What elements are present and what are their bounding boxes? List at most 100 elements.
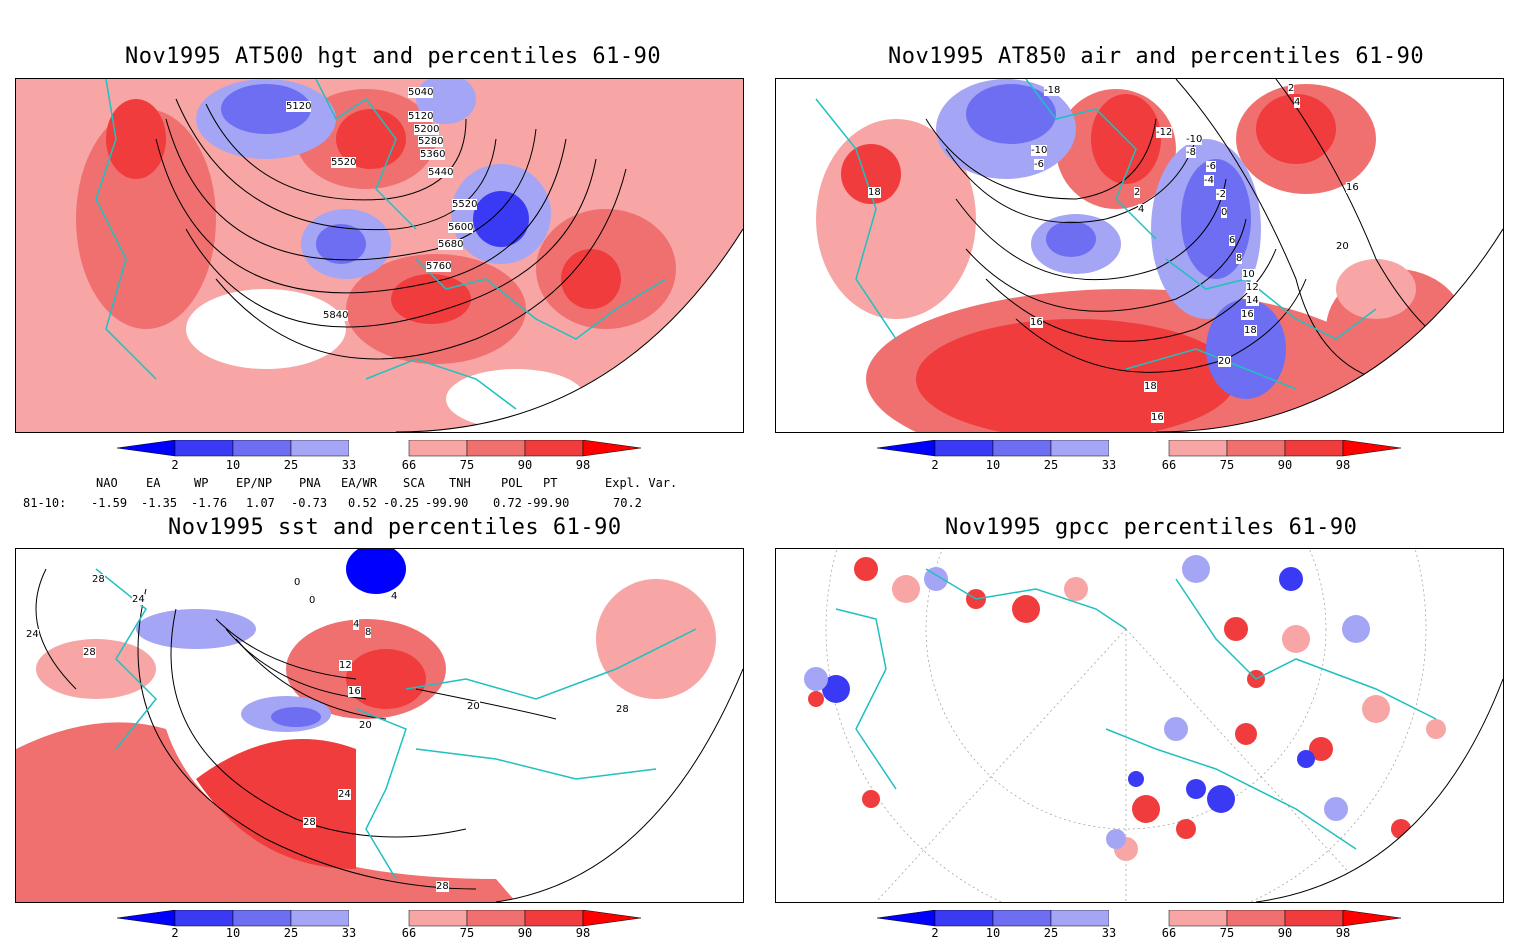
- colorbar-label: 98: [1335, 926, 1351, 940]
- colorbar-label: 10: [985, 926, 1001, 940]
- contour-label: 18: [868, 187, 881, 198]
- contour-label: 5360: [420, 149, 446, 160]
- panel-title-sst: Nov1995 sst and percentiles 61-90: [168, 515, 622, 540]
- contour-label: 28: [616, 704, 629, 715]
- contour-label: -2: [1216, 189, 1226, 200]
- index-value: -99.90: [425, 496, 469, 510]
- contour-label: 4: [1138, 204, 1145, 215]
- index-value: -99.90: [526, 496, 570, 510]
- panel-title-gpcc: Nov1995 gpcc percentiles 61-90: [945, 515, 1358, 540]
- colorbar-label: 75: [1219, 926, 1235, 940]
- colorbar-label: 10: [985, 458, 1001, 472]
- contour-label: 5120: [286, 101, 312, 112]
- index-header: SCA: [403, 476, 425, 490]
- contour-label: 2: [1134, 187, 1141, 198]
- contour-label: 8: [365, 627, 372, 638]
- contour-label: 18: [1144, 381, 1157, 392]
- index-value: -1.35: [141, 496, 178, 510]
- index-row-label: 81-10:: [23, 496, 67, 510]
- contour-label: 5600: [448, 222, 474, 233]
- contour-label: 5680: [438, 239, 464, 250]
- colorbar-label: 66: [401, 458, 417, 472]
- index-value: 1.07: [246, 496, 275, 510]
- index-value: 70.2: [613, 496, 642, 510]
- contour-label: -4: [1204, 175, 1214, 186]
- indices-value-row: 81-10: -1.59 -1.35 -1.76 1.07 -0.73 0.52…: [0, 496, 760, 512]
- contour-label: 4: [391, 591, 398, 602]
- contour-label: 16: [1346, 182, 1359, 193]
- panel-title-air850: Nov1995 AT850 air and percentiles 61-90: [888, 44, 1425, 69]
- contour-label: -10: [1186, 134, 1203, 145]
- contour-label: 16: [1151, 412, 1164, 423]
- index-header: PT: [543, 476, 558, 490]
- colorbar-label: 2: [931, 926, 939, 940]
- colorbar-label: 66: [1161, 926, 1177, 940]
- colorbar-air850: 2 10 25 33 66 75 90 98: [876, 439, 1402, 472]
- colorbar-swatches: [876, 439, 1402, 457]
- contour-label: 5760: [426, 261, 452, 272]
- contour-label: 5440: [428, 167, 454, 178]
- colorbar-label: 98: [1335, 458, 1351, 472]
- contour-label: 5520: [331, 157, 357, 168]
- map-air850: -18 -10 -6 -12 -10 -8 -6 -4 -2 0 2 4 6 8…: [775, 78, 1504, 433]
- map-hgt500: 5040 5120 5120 5200 5280 5360 5440 5520 …: [15, 78, 744, 433]
- contour-label: 0: [294, 577, 301, 588]
- contour-label: 12: [339, 660, 352, 671]
- contour-label: 10: [1242, 269, 1255, 280]
- index-header: EP/NP: [236, 476, 273, 490]
- contour-label: 20: [1218, 356, 1231, 367]
- contour-label: 6: [1229, 235, 1236, 246]
- map-sst: 28 24 24 28 0 0 4 4 8 12 16 20 20 24 28 …: [15, 548, 744, 903]
- contour-label: 16: [348, 686, 361, 697]
- contour-label: 24: [26, 629, 39, 640]
- index-header: POL: [501, 476, 523, 490]
- contour-label: 28: [303, 817, 316, 828]
- contour-label: 4: [353, 619, 360, 630]
- colorbar-label: 66: [1161, 458, 1177, 472]
- colorbar-label: 90: [517, 458, 533, 472]
- contour-label: -6: [1206, 161, 1216, 172]
- colorbar-swatches: [116, 909, 642, 927]
- contour-label: 12: [1246, 282, 1259, 293]
- index-value: -1.59: [91, 496, 128, 510]
- contour-label: -18: [1044, 85, 1061, 96]
- contour-label: 16: [1241, 309, 1254, 320]
- contour-label: 20: [467, 701, 480, 712]
- colorbar-label: 25: [1043, 926, 1059, 940]
- contour-label: 8: [1236, 253, 1243, 264]
- contour-label: 5520: [452, 199, 478, 210]
- index-value: 0.52: [348, 496, 377, 510]
- contour-label: 5840: [323, 310, 349, 321]
- colorbar-label: 90: [517, 926, 533, 940]
- colorbar-label: 98: [575, 458, 591, 472]
- contour-label: -8: [1186, 147, 1196, 158]
- contour-label: 28: [83, 647, 96, 658]
- colorbar-hgt500: 2 10 25 33 66 75 90 98: [116, 439, 642, 472]
- colorbar-swatches: [116, 439, 642, 457]
- contour-label: -6: [1034, 159, 1044, 170]
- colorbar-label: 25: [283, 458, 299, 472]
- colorbar-label: 2: [931, 458, 939, 472]
- index-header: EA: [146, 476, 161, 490]
- colorbar-label: 2: [171, 458, 179, 472]
- contour-label: 28: [436, 881, 449, 892]
- colorbar-label: 90: [1277, 926, 1293, 940]
- contour-label: -12: [1156, 127, 1173, 138]
- contour-label: 24: [132, 594, 145, 605]
- contour-label: 5120: [408, 111, 434, 122]
- index-value: 0.72: [493, 496, 522, 510]
- index-header: PNA: [299, 476, 321, 490]
- index-header: EA/WR: [341, 476, 378, 490]
- panel-title-hgt500: Nov1995 AT500 hgt and percentiles 61-90: [125, 44, 662, 69]
- colorbar-label: 25: [1043, 458, 1059, 472]
- colorbar-label: 25: [283, 926, 299, 940]
- contour-label: 20: [359, 720, 372, 731]
- map-air850-svg: [776, 79, 1503, 432]
- contour-label: 20: [1336, 241, 1349, 252]
- colorbar-label: 90: [1277, 458, 1293, 472]
- map-gpcc: [775, 548, 1504, 903]
- colorbar-label: 2: [171, 926, 179, 940]
- colorbar-label: 10: [225, 458, 241, 472]
- contour-label: 5280: [418, 136, 444, 147]
- contour-label: 4: [1294, 97, 1301, 108]
